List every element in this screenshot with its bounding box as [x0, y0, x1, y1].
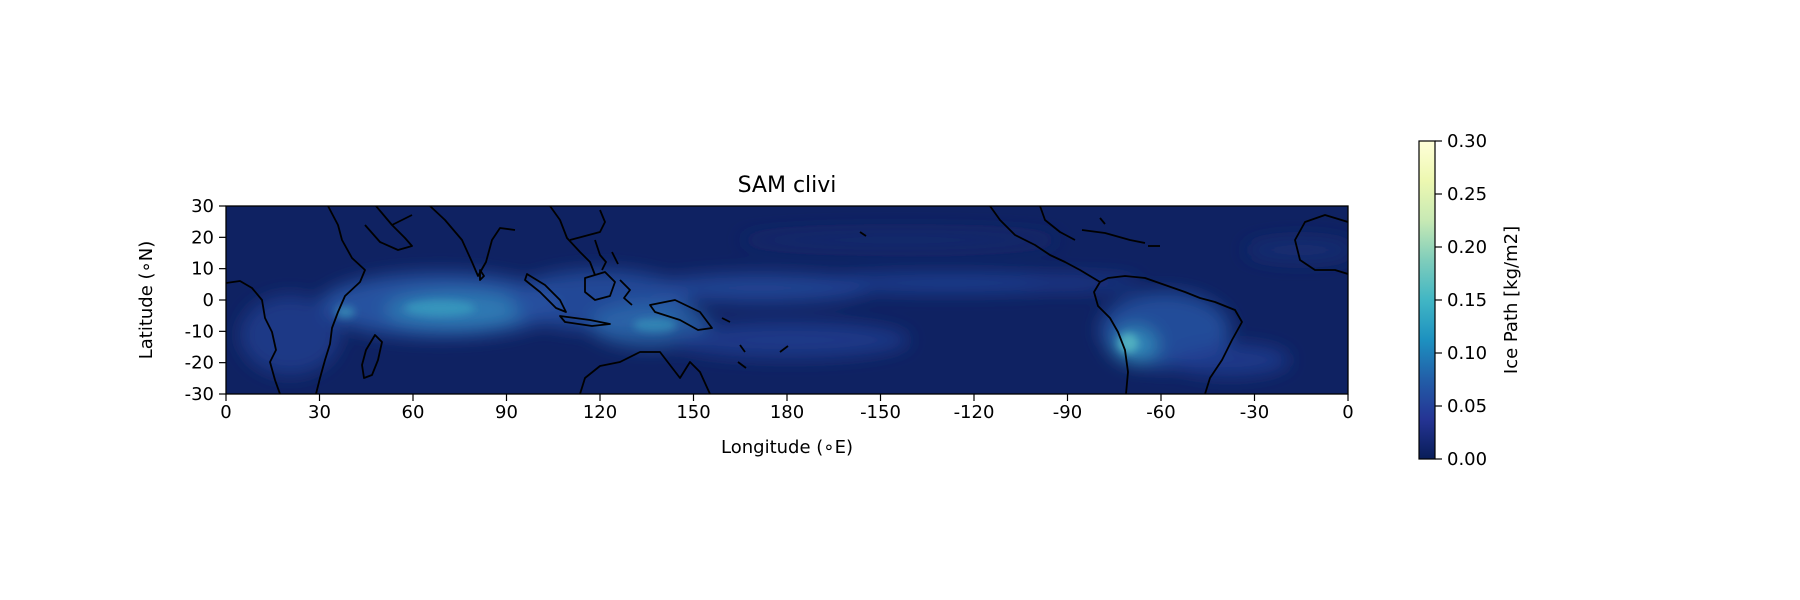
x-tick-label: 90 — [495, 402, 518, 423]
colorbar-tick-label: 0.25 — [1447, 184, 1487, 205]
colorbar-tick-label: 0.20 — [1447, 237, 1487, 258]
x-tick-label: -120 — [954, 402, 995, 423]
ice-path-field — [226, 206, 1348, 394]
x-tick-label: -150 — [860, 402, 901, 423]
y-tick-label: 10 — [191, 259, 214, 280]
y-axis-label: Latitude (∘N) — [136, 241, 157, 360]
y-tick-label: 20 — [191, 227, 214, 248]
x-axis-ticks: 0 30 60 90 120 150 180 -150 -120 -90 -60 -30 0 — [220, 394, 1354, 423]
y-axis-ticks: 30 20 10 0 -10 -20 -30 — [185, 196, 226, 405]
colorbar-ticks: 0.00 0.05 0.10 0.15 0.20 0.25 0.30 — [1435, 131, 1487, 470]
x-tick-label: 0 — [1342, 402, 1353, 423]
colorbar-tick-label: 0.30 — [1447, 131, 1487, 152]
x-tick-label: 60 — [402, 402, 425, 423]
x-axis-label: Longitude (∘E) — [721, 437, 853, 458]
chart-title: SAM clivi — [738, 173, 837, 198]
colorbar-tick-label: 0.00 — [1447, 449, 1487, 470]
colorbar — [1418, 140, 1436, 460]
coastlines — [226, 206, 1348, 394]
colorbar-label: Ice Path [kg/m2] — [1501, 226, 1522, 374]
convection-bands — [240, 230, 1348, 376]
y-tick-label: -10 — [185, 321, 214, 342]
x-tick-label: 120 — [583, 402, 617, 423]
x-tick-label: -60 — [1146, 402, 1175, 423]
x-tick-label: -90 — [1053, 402, 1082, 423]
y-tick-label: 0 — [203, 290, 214, 311]
colorbar-tick-label: 0.05 — [1447, 396, 1487, 417]
x-tick-label: 30 — [308, 402, 331, 423]
y-tick-label: 30 — [191, 196, 214, 217]
x-tick-label: 0 — [220, 402, 231, 423]
x-tick-label: 150 — [676, 402, 710, 423]
colorbar-tick-label: 0.15 — [1447, 290, 1487, 311]
y-tick-label: -20 — [185, 353, 214, 374]
colorbar-tick-label: 0.10 — [1447, 343, 1487, 364]
y-tick-label: -30 — [185, 384, 214, 405]
x-tick-label: 180 — [770, 402, 804, 423]
convection-cores — [335, 300, 1138, 353]
x-tick-label: -30 — [1240, 402, 1269, 423]
